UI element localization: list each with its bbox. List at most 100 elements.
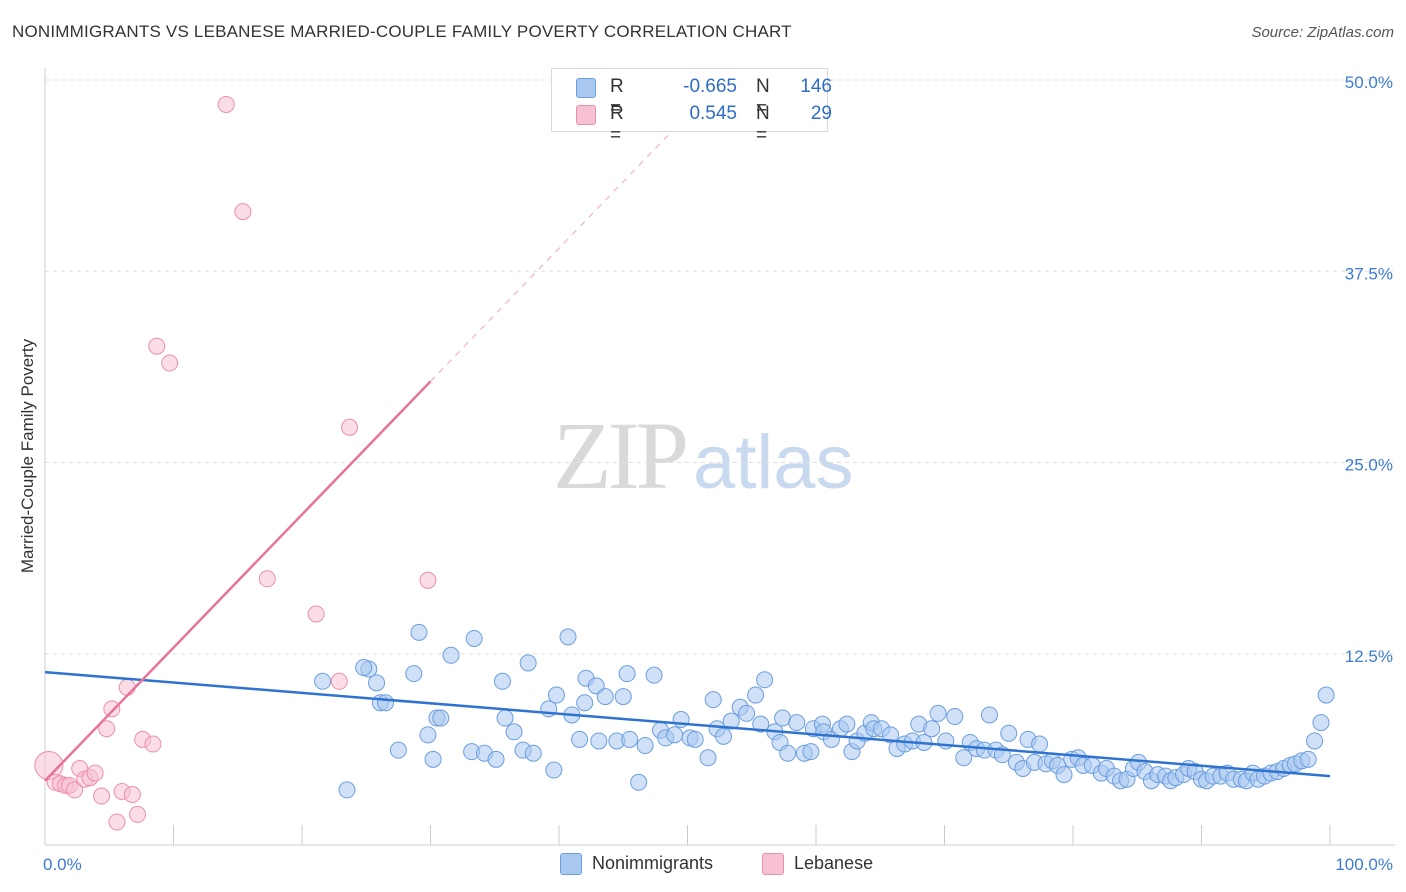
legend-r-value: 0.545: [689, 103, 737, 124]
point-nonimmigrants: [405, 665, 423, 683]
point-nonimmigrants: [980, 706, 998, 724]
point-nonimmigrants: [338, 781, 356, 799]
y-tick-label: 12.5%: [1345, 647, 1393, 666]
point-nonimmigrants: [666, 726, 684, 744]
point-nonimmigrants: [590, 732, 608, 750]
point-nonimmigrants: [686, 730, 704, 748]
point-lebanese: [108, 813, 126, 831]
point-nonimmigrants: [704, 691, 722, 709]
point-nonimmigrants: [410, 623, 428, 641]
legend-swatch-pink: [576, 105, 596, 125]
point-nonimmigrants: [636, 737, 654, 755]
point-nonimmigrants: [496, 709, 514, 727]
point-nonimmigrants: [747, 686, 765, 704]
x-tick-label: 0.0%: [43, 855, 82, 874]
trend-line-nonimmigrants: [44, 670, 1331, 778]
point-nonimmigrants: [645, 666, 663, 684]
point-lebanese: [330, 672, 348, 690]
point-nonimmigrants: [505, 723, 523, 741]
point-nonimmigrants: [1031, 735, 1049, 753]
gridlines: [45, 79, 1395, 655]
point-nonimmigrants: [1055, 766, 1073, 784]
point-nonimmigrants: [946, 707, 964, 725]
point-nonimmigrants: [923, 720, 941, 738]
point-nonimmigrants: [355, 659, 373, 677]
legend-swatch-pink: [762, 853, 784, 875]
point-nonimmigrants: [1317, 686, 1335, 704]
legend-n-label: N =: [756, 103, 770, 146]
point-nonimmigrants: [714, 727, 732, 745]
chart-title: NONIMMIGRANTS VS LEBANESE MARRIED-COUPLE…: [12, 22, 792, 41]
legend-swatch-blue: [560, 853, 582, 875]
axes: [44, 68, 1395, 846]
point-lebanese: [307, 605, 325, 623]
point-nonimmigrants: [545, 761, 563, 779]
point-nonimmigrants: [368, 674, 386, 692]
point-nonimmigrants: [779, 744, 797, 762]
point-nonimmigrants: [630, 773, 648, 791]
y-tick-label: 50.0%: [1345, 73, 1393, 92]
point-lebanese: [341, 418, 359, 436]
point-lebanese: [93, 787, 111, 805]
point-nonimmigrants: [432, 709, 450, 727]
point-nonimmigrants: [618, 665, 636, 683]
legend-label-lebanese: Lebanese: [794, 853, 874, 873]
point-nonimmigrants: [524, 744, 542, 762]
point-nonimmigrants: [442, 646, 460, 664]
point-nonimmigrants: [519, 654, 537, 672]
point-lebanese: [123, 786, 141, 804]
point-lebanese: [86, 764, 104, 782]
point-nonimmigrants: [576, 694, 594, 712]
point-nonimmigrants: [596, 688, 614, 706]
point-nonimmigrants: [838, 715, 856, 733]
point-nonimmigrants: [1299, 750, 1317, 768]
point-nonimmigrants: [882, 726, 900, 744]
point-nonimmigrants: [424, 750, 442, 768]
point-lebanese: [258, 570, 276, 588]
correlation-legend: R = -0.665 N = 146 R = 0.545 N = 29: [551, 68, 832, 146]
point-nonimmigrants: [802, 743, 820, 761]
y-tick-label: 37.5%: [1345, 264, 1393, 283]
data-points: [34, 95, 1335, 831]
watermark-zip: ZIP: [553, 402, 689, 509]
point-nonimmigrants: [1312, 714, 1330, 732]
legend-r-value: -0.665: [683, 76, 737, 97]
point-lebanese: [98, 720, 116, 738]
point-nonimmigrants: [571, 730, 589, 748]
trend-line-lebanese-extension: [430, 134, 669, 382]
point-nonimmigrants: [487, 750, 505, 768]
trend-line-lebanese: [44, 380, 432, 782]
legend-n-label: N =: [756, 76, 770, 119]
y-tick-label: 25.0%: [1345, 456, 1393, 475]
point-nonimmigrants: [738, 704, 756, 722]
point-lebanese: [129, 805, 147, 823]
point-lebanese: [66, 781, 84, 799]
point-nonimmigrants: [929, 704, 947, 722]
point-lebanese: [103, 700, 121, 718]
legend-label-nonimmigrants: Nonimmigrants: [592, 853, 714, 873]
watermark: ZIP atlas: [553, 400, 854, 511]
point-nonimmigrants: [722, 712, 740, 730]
point-nonimmigrants: [955, 749, 973, 767]
point-lebanese: [234, 203, 252, 221]
point-nonimmigrants: [752, 715, 770, 733]
source-credit: Source: ZipAtlas.com: [1251, 24, 1394, 41]
point-nonimmigrants: [314, 672, 332, 690]
legend-swatch-blue: [576, 78, 596, 98]
point-nonimmigrants: [389, 741, 407, 759]
point-nonimmigrants: [559, 628, 577, 646]
legend-n-value: 146: [800, 76, 832, 97]
point-lebanese: [118, 678, 136, 696]
point-nonimmigrants: [614, 688, 632, 706]
point-nonimmigrants: [699, 749, 717, 767]
point-lebanese: [144, 735, 162, 753]
point-nonimmigrants: [493, 672, 511, 690]
point-nonimmigrants: [1000, 724, 1018, 742]
point-lebanese: [161, 354, 179, 372]
point-nonimmigrants: [547, 686, 565, 704]
point-nonimmigrants: [377, 694, 395, 712]
legend-r-label: R =: [610, 76, 624, 119]
point-lebanese: [217, 95, 235, 113]
point-nonimmigrants: [774, 709, 792, 727]
